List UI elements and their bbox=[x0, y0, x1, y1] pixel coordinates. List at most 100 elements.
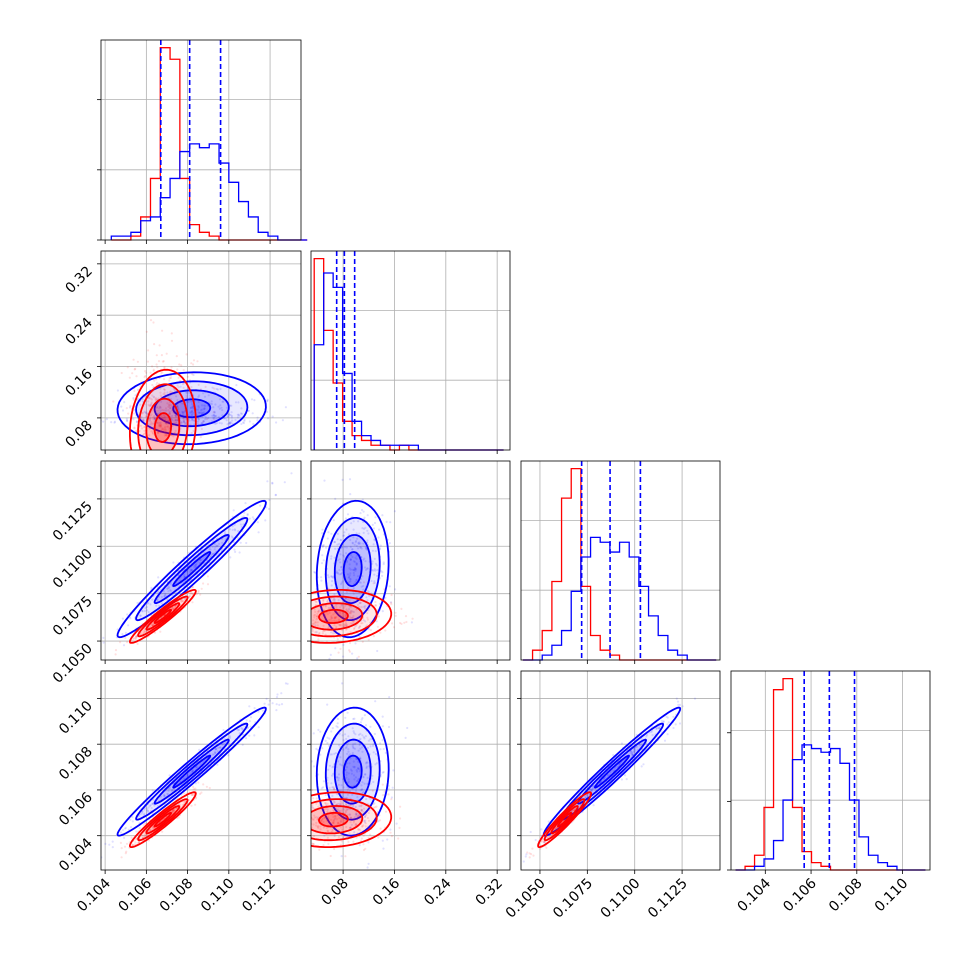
scatter-point bbox=[169, 588, 172, 592]
scatter-point bbox=[228, 422, 231, 425]
scatter-point bbox=[385, 520, 388, 524]
scatter-point bbox=[194, 563, 197, 567]
scatter-point bbox=[135, 830, 138, 833]
scatter-point bbox=[143, 627, 146, 631]
scatter-point bbox=[167, 409, 170, 412]
scatter-point bbox=[322, 624, 325, 627]
scatter-point bbox=[214, 415, 217, 418]
scatter-point bbox=[159, 391, 162, 394]
scatter-point bbox=[261, 709, 264, 712]
scatter-point bbox=[299, 625, 301, 627]
scatter-point bbox=[328, 737, 331, 740]
scatter-point bbox=[543, 841, 546, 844]
scatter-point bbox=[188, 594, 191, 598]
scatter-point bbox=[290, 472, 293, 475]
scatter-point bbox=[220, 406, 223, 409]
scatter-point bbox=[142, 432, 146, 436]
scatter-point bbox=[156, 381, 159, 384]
scatter-point bbox=[252, 518, 255, 521]
scatter-point bbox=[183, 575, 186, 578]
scatter-point bbox=[539, 847, 542, 850]
scatter-point bbox=[203, 404, 206, 407]
scatter-point bbox=[312, 622, 316, 625]
scatter-point bbox=[327, 531, 330, 534]
scatter-point bbox=[236, 536, 239, 539]
scatter-point bbox=[212, 416, 215, 420]
scatter-point bbox=[134, 841, 137, 844]
axes-frame bbox=[730, 670, 931, 871]
scatter-point bbox=[141, 412, 144, 415]
scatter-point bbox=[196, 408, 200, 411]
scatter-point bbox=[206, 583, 210, 586]
scatter-point bbox=[299, 631, 301, 633]
scatter-point bbox=[191, 601, 194, 604]
scatter-point bbox=[182, 417, 185, 420]
scatter-point bbox=[141, 398, 144, 401]
contour-red bbox=[137, 383, 189, 450]
scatter-point bbox=[175, 395, 178, 398]
scatter-point bbox=[156, 591, 159, 594]
scatter-point bbox=[379, 544, 382, 547]
scatter-point bbox=[183, 421, 186, 424]
scatter-point bbox=[160, 415, 163, 418]
scatter-point bbox=[152, 321, 155, 324]
scatter-point bbox=[128, 406, 132, 409]
scatter-point bbox=[198, 748, 201, 752]
scatter-point bbox=[210, 555, 213, 558]
scatter-point bbox=[132, 412, 136, 415]
scatter-point bbox=[121, 617, 124, 620]
scatter-point bbox=[176, 399, 179, 402]
scatter-point bbox=[356, 603, 360, 607]
scatter-point bbox=[290, 812, 292, 814]
scatter-point bbox=[393, 510, 396, 513]
scatter-point bbox=[266, 400, 269, 403]
scatter-point bbox=[248, 720, 251, 723]
scatter-point bbox=[192, 411, 195, 414]
scatter-point bbox=[149, 414, 152, 417]
scatter-point bbox=[160, 372, 163, 375]
scatter-point bbox=[230, 535, 233, 538]
scatter-point bbox=[169, 391, 172, 394]
scatter-point bbox=[204, 418, 207, 421]
scatter-point bbox=[207, 416, 210, 420]
scatter-point bbox=[338, 619, 341, 622]
scatter-point bbox=[129, 826, 133, 829]
scatter-point bbox=[315, 797, 318, 800]
scatter-point bbox=[346, 513, 350, 516]
scatter-point bbox=[285, 798, 287, 800]
scatter-point bbox=[90, 856, 92, 858]
scatter-point bbox=[135, 635, 138, 638]
scatter-point bbox=[162, 414, 166, 417]
scatter-point bbox=[298, 825, 300, 827]
scatter-point bbox=[362, 834, 365, 837]
scatter-point bbox=[197, 591, 200, 594]
scatter-point bbox=[384, 629, 387, 632]
panel-content bbox=[90, 682, 289, 859]
scatter-point bbox=[227, 415, 230, 418]
scatter-point bbox=[135, 420, 138, 423]
scatter-point bbox=[289, 805, 291, 807]
scatter-point bbox=[306, 616, 308, 618]
scatter-point bbox=[216, 763, 219, 766]
scatter-point bbox=[163, 391, 166, 394]
scatter-point bbox=[381, 771, 384, 774]
scatter-point bbox=[305, 825, 307, 827]
scatter-point bbox=[131, 372, 134, 375]
scatter-point bbox=[235, 384, 238, 387]
scatter-point bbox=[540, 828, 543, 831]
scatter-point bbox=[295, 829, 297, 831]
y-tick-label: 0.110 bbox=[56, 698, 96, 738]
scatter-point bbox=[208, 548, 211, 551]
scatter-point bbox=[313, 608, 316, 611]
scatter-point bbox=[171, 606, 174, 610]
x-tick-label: 0.32 bbox=[473, 876, 506, 909]
scatter-point bbox=[302, 613, 304, 615]
scatter-point bbox=[189, 591, 192, 594]
scatter-point bbox=[528, 856, 531, 859]
scatter-point bbox=[142, 601, 145, 604]
scatter-point bbox=[170, 418, 174, 421]
scatter-point bbox=[218, 407, 221, 410]
scatter-point bbox=[199, 409, 203, 412]
scatter-point bbox=[135, 375, 138, 378]
scatter-point bbox=[377, 536, 380, 539]
